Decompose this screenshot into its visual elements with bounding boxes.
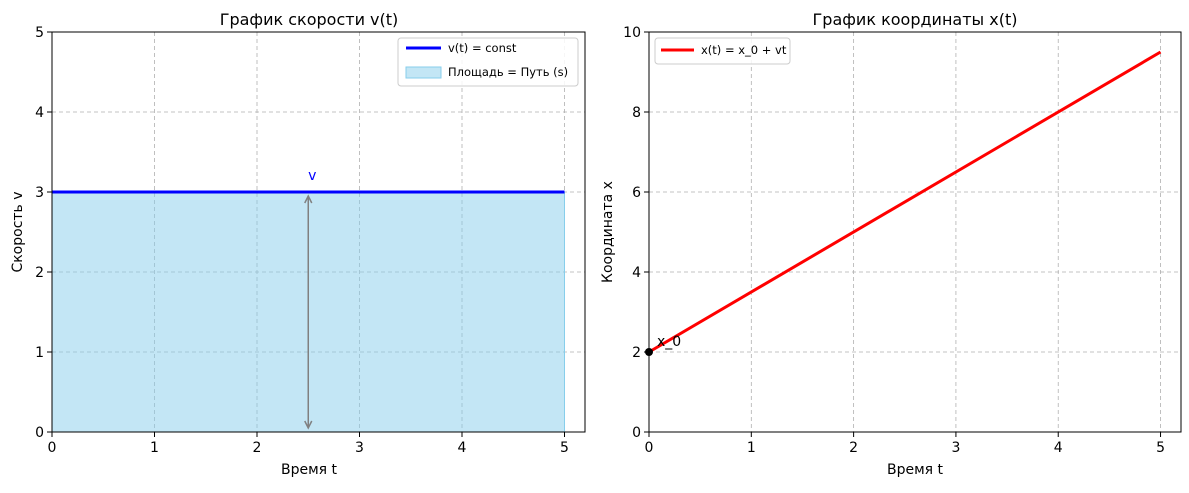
velocity-x-tick-label: 0 — [48, 440, 57, 456]
coordinate-y-tick-label: 6 — [632, 185, 641, 201]
velocity-y-tick-label: 5 — [35, 25, 44, 41]
coordinate-x-ticks: 0 1 2 3 4 5 — [645, 432, 1165, 456]
coordinate-y-tick-label: 2 — [632, 345, 641, 361]
velocity-annotations: v — [304, 168, 316, 430]
coordinate-y-tick-label: 8 — [632, 105, 641, 121]
velocity-legend: v(t) = const Площадь = Путь (s) — [397, 37, 579, 87]
coordinate-y-tick-label: 0 — [632, 425, 641, 441]
velocity-chart: График скорости v(t) v 0 1 2 3 4 5 0 1 2 3 4 5 Вре… — [10, 10, 586, 478]
x0-point-label: x_0 — [657, 334, 681, 350]
coordinate-points: x_0 — [645, 334, 681, 356]
velocity-x-axis-label: Время t — [281, 462, 338, 478]
coordinate-grid — [648, 31, 1181, 433]
velocity-y-tick-label: 3 — [35, 185, 44, 201]
coordinate-x-tick-label: 5 — [1156, 440, 1165, 456]
velocity-y-tick-label: 1 — [35, 345, 44, 361]
coordinate-legend-box — [654, 37, 791, 65]
velocity-y-ticks: 0 1 2 3 4 5 — [35, 25, 52, 441]
coordinate-y-tick-label: 4 — [632, 265, 641, 281]
velocity-y-tick-label: 4 — [35, 105, 44, 121]
velocity-arrow-head-top — [304, 194, 313, 204]
coordinate-y-ticks: 0 2 4 6 8 10 — [623, 25, 649, 441]
velocity-arrow-head-bottom — [304, 420, 313, 430]
velocity-x-tick-label: 5 — [560, 440, 569, 456]
velocity-x-ticks: 0 1 2 3 4 5 — [48, 432, 569, 456]
coordinate-series-line — [648, 50, 1162, 354]
coordinate-x-tick-label: 3 — [951, 440, 960, 456]
velocity-x-tick-label: 1 — [150, 440, 159, 456]
coordinate-legend: x(t) = x_0 + vt — [654, 37, 791, 65]
velocity-chart-title: График скорости v(t) — [220, 10, 399, 29]
velocity-y-tick-label: 2 — [35, 265, 44, 281]
velocity-legend-area-swatch — [405, 66, 442, 79]
coordinate-chart-title: График координаты x(t) — [813, 10, 1018, 29]
velocity-legend-series-label: v(t) = const — [448, 41, 517, 55]
velocity-legend-area-label: Площадь = Путь (s) — [448, 65, 568, 79]
velocity-x-tick-label: 2 — [253, 440, 262, 456]
coordinate-x-axis-label: Время t — [887, 462, 944, 478]
coordinate-axes-frame — [648, 31, 1182, 433]
coordinate-x-tick-label: 2 — [849, 440, 858, 456]
velocity-x-tick-label: 3 — [355, 440, 364, 456]
velocity-annotation-label: v — [308, 168, 316, 184]
velocity-x-tick-label: 4 — [458, 440, 467, 456]
coordinate-series-group — [648, 50, 1162, 354]
coordinate-x-tick-label: 1 — [747, 440, 756, 456]
coordinate-y-axis-label: Координата x — [600, 181, 616, 283]
velocity-axes-frame — [51, 31, 586, 433]
coordinate-y-tick-label: 10 — [623, 25, 641, 41]
coordinate-legend-series-label: x(t) = x_0 + vt — [701, 43, 787, 57]
velocity-y-axis-label: Скорость v — [10, 191, 26, 272]
velocity-legend-box — [397, 37, 579, 87]
velocity-y-tick-label: 0 — [35, 425, 44, 441]
coordinate-x-tick-label: 4 — [1054, 440, 1063, 456]
coordinate-x-tick-label: 0 — [645, 440, 654, 456]
coordinate-chart: График координаты x(t) x_0 0 1 2 3 4 5 0 2 4 6 8 1… — [600, 10, 1182, 478]
